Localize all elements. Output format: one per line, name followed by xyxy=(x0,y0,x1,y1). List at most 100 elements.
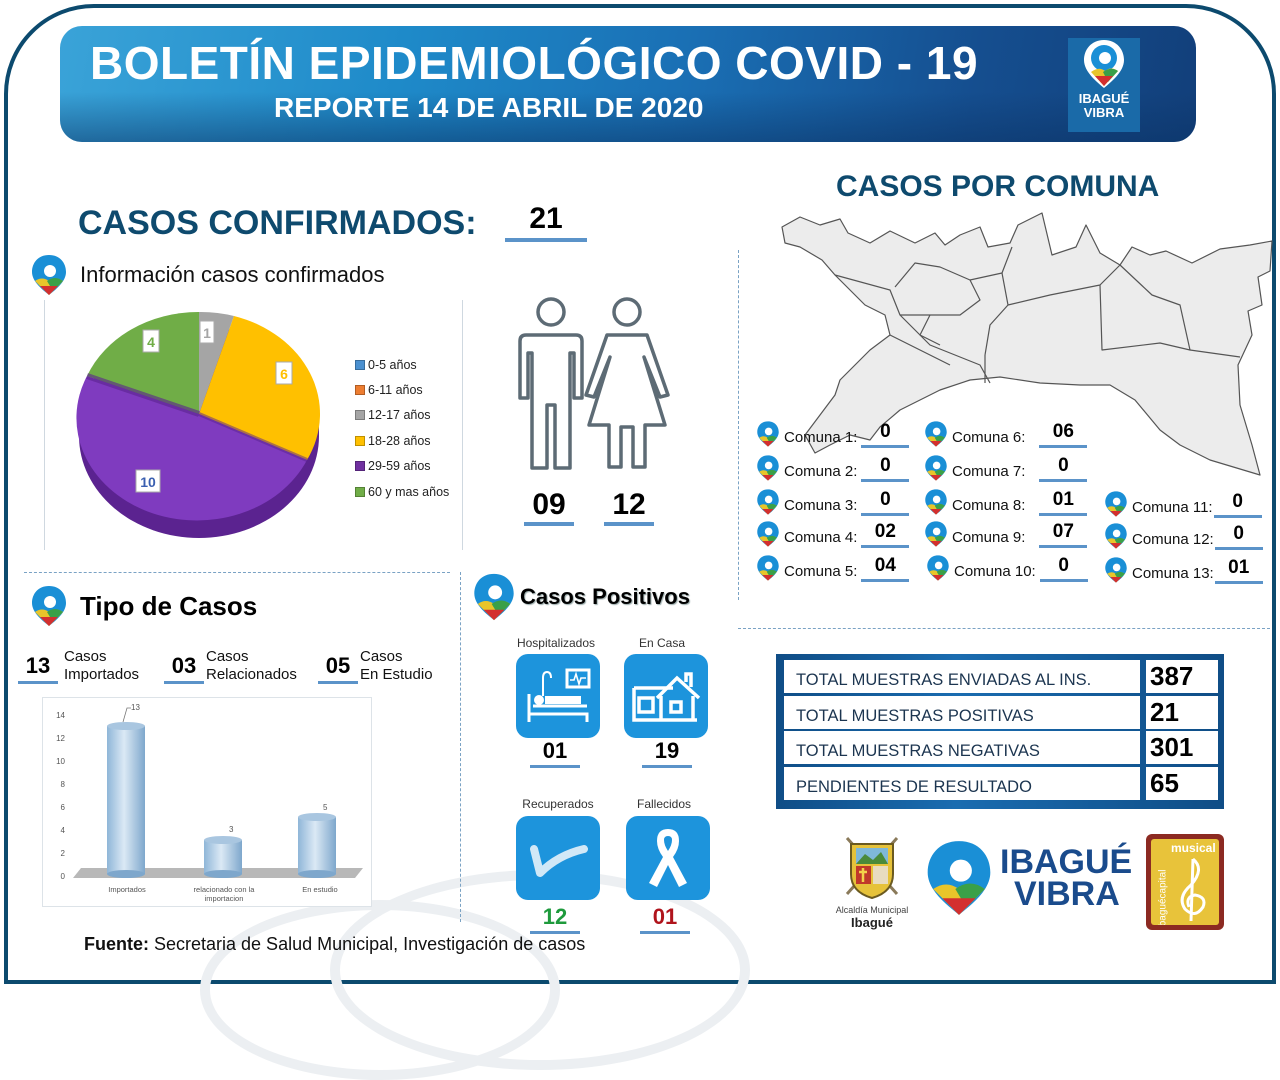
svg-text:6: 6 xyxy=(61,803,66,812)
hospital-bed-icon xyxy=(527,668,591,722)
comuna-item-11: Comuna 11: 0 xyxy=(1104,488,1262,518)
comuna-value: 0 xyxy=(861,421,910,448)
coat-of-arms-icon xyxy=(845,837,899,900)
svg-text:1: 1 xyxy=(203,325,211,341)
svg-text:2: 2 xyxy=(61,849,66,858)
svg-text:3: 3 xyxy=(229,825,234,834)
woman-icon xyxy=(612,297,642,327)
comuna-item-6: Comuna 6: 06 xyxy=(924,418,1088,448)
comuna-value: 01 xyxy=(1214,557,1263,584)
ibague-pin-icon xyxy=(32,255,66,295)
at-home-tile xyxy=(624,654,708,738)
table-row: TOTAL MUESTRAS POSITIVAS 21 xyxy=(784,695,1218,729)
at-home-label: En Casa xyxy=(638,636,686,650)
ibague-pin-icon xyxy=(474,573,514,621)
divider xyxy=(462,300,463,550)
legend-item: 60 y mas años xyxy=(355,479,449,504)
comuna-item-8: Comuna 8: 01 xyxy=(924,486,1088,516)
svg-text:10: 10 xyxy=(140,474,156,490)
ibague-pin-icon xyxy=(925,521,947,547)
comuna-item-12: Comuna 12: 0 xyxy=(1104,520,1263,550)
checkmark-icon xyxy=(530,845,588,877)
svg-text:12: 12 xyxy=(56,734,65,743)
svg-text:0: 0 xyxy=(61,872,66,881)
men-count: 09 xyxy=(524,488,574,526)
bar-importados xyxy=(107,726,145,874)
ibague-pin-icon xyxy=(927,555,949,581)
ibague-vibra-logo: IBAGUÉ VIBRA xyxy=(1068,38,1140,132)
recovered-label: Recuperados xyxy=(522,797,594,811)
case-type-heading: Tipo de Casos xyxy=(30,585,257,627)
hospitalized-count: 01 xyxy=(530,738,580,768)
source-footer: Fuente: Secretaria de Salud Municipal, I… xyxy=(84,934,586,954)
women-count: 12 xyxy=(604,488,654,526)
comuna-item-3: Comuna 3: 0 xyxy=(756,486,910,516)
house-icon xyxy=(632,672,701,722)
divider xyxy=(738,628,1270,629)
svg-text:En estudio: En estudio xyxy=(302,885,337,894)
comuna-value: 0 xyxy=(861,489,910,516)
case-type-bar-chart: 0 2 4 6 8 10 12 14 13 3 5 Importados relaciona… xyxy=(42,697,372,907)
confirmed-cases-heading: CASOS CONFIRMADOS: xyxy=(78,204,477,242)
deceased-tile xyxy=(626,816,710,900)
divider xyxy=(460,572,461,922)
age-pie-chart: 4 1 6 10 xyxy=(66,310,336,550)
comuna-item-2: Comuna 2: 0 xyxy=(756,452,910,482)
ibague-pin-icon xyxy=(1105,523,1127,549)
comuna-item-1: Comuna 1: 0 xyxy=(756,418,910,448)
comuna-item-13: Comuna 13: 01 xyxy=(1104,554,1263,584)
positive-cases-heading: Casos Positivos xyxy=(472,572,690,622)
page-title: BOLETÍN EPIDEMIOLÓGICO COVID - 19 xyxy=(90,37,979,89)
comuna-value: 0 xyxy=(1039,555,1088,582)
gender-icons xyxy=(510,295,680,480)
comuna-item-5: Comuna 5: 04 xyxy=(756,552,910,582)
table-row: TOTAL MUESTRAS ENVIADAS AL INS. 387 xyxy=(784,660,1218,693)
location-pin-icon xyxy=(1084,40,1124,88)
comuna-value: 02 xyxy=(861,521,910,548)
svg-text:4: 4 xyxy=(147,334,155,350)
hospitalized-tile xyxy=(516,654,600,738)
table-row: TOTAL MUESTRAS NEGATIVAS 301 xyxy=(784,731,1218,764)
comuna-value: 0 xyxy=(1214,523,1263,550)
divider xyxy=(738,250,739,600)
ibague-pin-icon xyxy=(925,489,947,515)
comuna-item-7: Comuna 7: 0 xyxy=(924,452,1088,482)
legend-swatch xyxy=(355,359,365,370)
svg-text:5: 5 xyxy=(323,803,328,812)
legend-item: 12-17 años xyxy=(355,403,449,428)
study-cases-stat: 05 Casos En Estudio xyxy=(318,648,433,684)
comuna-heading: CASOS POR COMUNA xyxy=(836,170,1160,203)
svg-text:8: 8 xyxy=(61,780,66,789)
svg-text:6: 6 xyxy=(280,366,288,382)
ibague-pin-icon xyxy=(927,841,991,915)
info-heading: Información casos confirmados xyxy=(30,254,384,296)
comuna-item-10: Comuna 10: 0 xyxy=(926,552,1088,582)
comuna-value: 01 xyxy=(1039,489,1088,516)
at-home-count: 19 xyxy=(642,738,692,768)
man-icon xyxy=(536,297,566,327)
comuna-item-4: Comuna 4: 02 xyxy=(756,518,910,548)
samples-totals-table: TOTAL MUESTRAS ENVIADAS AL INS. 387 TOTAL… xyxy=(776,654,1224,809)
legend-item: 6-11 años xyxy=(355,377,449,402)
ibague-pin-icon xyxy=(1105,557,1127,583)
ibague-pin-icon xyxy=(757,421,779,447)
recovered-count: 12 xyxy=(530,904,580,934)
deceased-count: 01 xyxy=(640,904,690,934)
legend-swatch xyxy=(355,410,365,421)
alcaldia-logo: Alcaldía Municipal Ibagué xyxy=(830,830,914,930)
svg-text:10: 10 xyxy=(56,757,65,766)
hospitalized-label: Hospitalizados xyxy=(516,636,596,650)
comuna-value: 0 xyxy=(861,455,910,482)
ibague-pin-icon xyxy=(757,455,779,481)
svg-text:13: 13 xyxy=(131,703,140,712)
header-banner: BOLETÍN EPIDEMIOLÓGICO COVID - 19 REPORT… xyxy=(60,26,1196,142)
pie-slice-29-59 xyxy=(76,376,308,521)
legend-item: 0-5 años xyxy=(355,352,449,377)
legend-item: 29-59 años xyxy=(355,454,449,479)
ibague-pin-icon xyxy=(757,489,779,515)
svg-text:Importados: Importados xyxy=(108,885,146,894)
legend-swatch xyxy=(355,435,365,446)
ibague-capital-musical-logo: musical ibaguécapital xyxy=(1146,834,1224,930)
comuna-map xyxy=(780,205,1280,485)
divider xyxy=(24,572,450,573)
